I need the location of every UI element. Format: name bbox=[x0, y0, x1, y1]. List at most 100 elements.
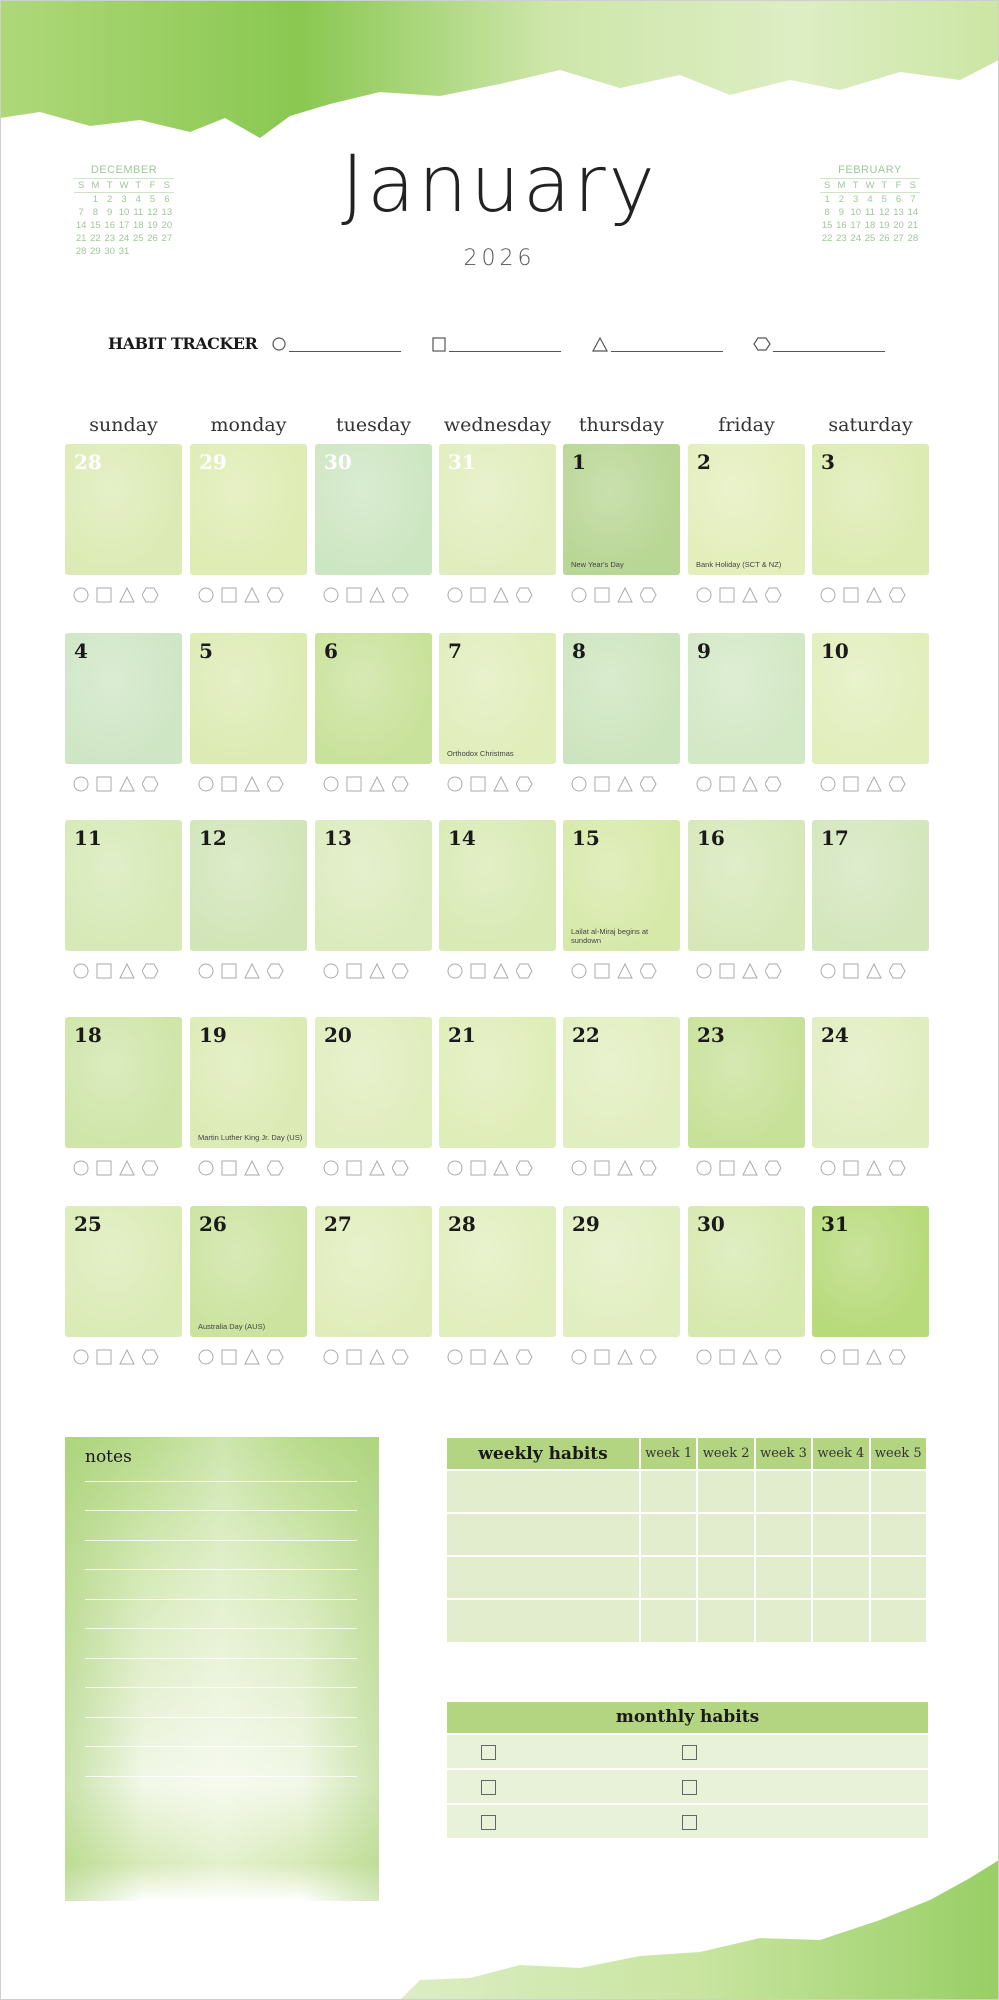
hexagon-icon[interactable] bbox=[142, 587, 159, 603]
week-check-cell[interactable] bbox=[869, 1512, 929, 1556]
square-icon[interactable] bbox=[470, 1160, 487, 1176]
circle-icon[interactable] bbox=[696, 963, 713, 979]
hexagon-icon[interactable] bbox=[267, 1349, 284, 1365]
habit-name-cell[interactable] bbox=[447, 1555, 641, 1599]
week-check-cell[interactable] bbox=[754, 1598, 814, 1642]
day-cell[interactable]: 11 bbox=[65, 820, 182, 951]
circle-icon[interactable] bbox=[571, 1160, 588, 1176]
day-cell[interactable]: 3 bbox=[812, 444, 929, 575]
square-icon[interactable] bbox=[594, 963, 611, 979]
habit-square-line[interactable] bbox=[449, 340, 562, 352]
circle-icon[interactable] bbox=[447, 587, 464, 603]
week-check-cell[interactable] bbox=[697, 1469, 756, 1513]
triangle-icon[interactable] bbox=[119, 1160, 136, 1176]
hexagon-icon[interactable] bbox=[267, 1160, 284, 1176]
habit-circle-entry[interactable] bbox=[271, 336, 402, 352]
habit-circle-line[interactable] bbox=[289, 340, 402, 352]
circle-icon[interactable] bbox=[696, 1349, 713, 1365]
triangle-icon[interactable] bbox=[119, 587, 136, 603]
week-check-cell[interactable] bbox=[869, 1555, 929, 1599]
week-check-cell[interactable] bbox=[812, 1469, 871, 1513]
circle-icon[interactable] bbox=[73, 1349, 90, 1365]
circle-icon[interactable] bbox=[73, 587, 90, 603]
square-icon[interactable] bbox=[346, 1160, 363, 1176]
day-cell[interactable]: 21 bbox=[439, 1017, 556, 1148]
square-icon[interactable] bbox=[843, 587, 860, 603]
square-icon[interactable] bbox=[346, 1349, 363, 1365]
square-icon[interactable] bbox=[96, 1160, 113, 1176]
day-cell[interactable]: 30 bbox=[688, 1206, 805, 1337]
hexagon-icon[interactable] bbox=[516, 776, 533, 792]
day-cell[interactable]: 8 bbox=[563, 633, 680, 764]
triangle-icon[interactable] bbox=[244, 587, 261, 603]
circle-icon[interactable] bbox=[447, 776, 464, 792]
circle-icon[interactable] bbox=[447, 1349, 464, 1365]
triangle-icon[interactable] bbox=[369, 963, 386, 979]
habit-name-cell[interactable] bbox=[447, 1469, 641, 1513]
circle-icon[interactable] bbox=[73, 1160, 90, 1176]
square-icon[interactable] bbox=[594, 587, 611, 603]
triangle-icon[interactable] bbox=[742, 1349, 759, 1365]
circle-icon[interactable] bbox=[323, 1160, 340, 1176]
day-cell[interactable]: 20 bbox=[315, 1017, 432, 1148]
day-cell[interactable]: 30 bbox=[315, 444, 432, 575]
day-cell[interactable]: 28 bbox=[65, 444, 182, 575]
day-cell[interactable]: 2 Bank Holiday (SCT & NZ) bbox=[688, 444, 805, 575]
hexagon-icon[interactable] bbox=[267, 963, 284, 979]
checkbox[interactable] bbox=[682, 1745, 697, 1760]
triangle-icon[interactable] bbox=[866, 587, 883, 603]
day-cell[interactable]: 31 bbox=[439, 444, 556, 575]
habit-hexagon-line[interactable] bbox=[773, 340, 886, 352]
square-icon[interactable] bbox=[843, 776, 860, 792]
square-icon[interactable] bbox=[346, 963, 363, 979]
square-icon[interactable] bbox=[470, 776, 487, 792]
day-cell[interactable]: 4 bbox=[65, 633, 182, 764]
circle-icon[interactable] bbox=[323, 587, 340, 603]
circle-icon[interactable] bbox=[571, 587, 588, 603]
triangle-icon[interactable] bbox=[369, 1160, 386, 1176]
triangle-icon[interactable] bbox=[244, 776, 261, 792]
triangle-icon[interactable] bbox=[617, 963, 634, 979]
triangle-icon[interactable] bbox=[742, 776, 759, 792]
square-icon[interactable] bbox=[594, 776, 611, 792]
square-icon[interactable] bbox=[346, 587, 363, 603]
square-icon[interactable] bbox=[719, 1160, 736, 1176]
habit-triangle-entry[interactable] bbox=[591, 336, 724, 352]
day-cell[interactable]: 19 Martin Luther King Jr. Day (US) bbox=[190, 1017, 307, 1148]
circle-icon[interactable] bbox=[198, 1349, 215, 1365]
day-cell[interactable]: 6 bbox=[315, 633, 432, 764]
hexagon-icon[interactable] bbox=[392, 587, 409, 603]
hexagon-icon[interactable] bbox=[516, 1160, 533, 1176]
circle-icon[interactable] bbox=[820, 587, 837, 603]
square-icon[interactable] bbox=[594, 1160, 611, 1176]
triangle-icon[interactable] bbox=[244, 1349, 261, 1365]
triangle-icon[interactable] bbox=[244, 963, 261, 979]
triangle-icon[interactable] bbox=[617, 1349, 634, 1365]
hexagon-icon[interactable] bbox=[640, 776, 657, 792]
triangle-icon[interactable] bbox=[866, 963, 883, 979]
square-icon[interactable] bbox=[719, 1349, 736, 1365]
hexagon-icon[interactable] bbox=[765, 1160, 782, 1176]
square-icon[interactable] bbox=[96, 963, 113, 979]
habit-name-cell[interactable] bbox=[447, 1512, 641, 1556]
hexagon-icon[interactable] bbox=[142, 776, 159, 792]
week-check-cell[interactable] bbox=[812, 1555, 871, 1599]
day-cell[interactable]: 28 bbox=[439, 1206, 556, 1337]
square-icon[interactable] bbox=[594, 1349, 611, 1365]
hexagon-icon[interactable] bbox=[392, 776, 409, 792]
week-check-cell[interactable] bbox=[812, 1598, 871, 1642]
circle-icon[interactable] bbox=[323, 1349, 340, 1365]
hexagon-icon[interactable] bbox=[889, 776, 906, 792]
triangle-icon[interactable] bbox=[493, 587, 510, 603]
circle-icon[interactable] bbox=[447, 963, 464, 979]
day-cell[interactable]: 13 bbox=[315, 820, 432, 951]
square-icon[interactable] bbox=[470, 963, 487, 979]
day-cell[interactable]: 10 bbox=[812, 633, 929, 764]
hexagon-icon[interactable] bbox=[142, 1349, 159, 1365]
triangle-icon[interactable] bbox=[617, 776, 634, 792]
triangle-icon[interactable] bbox=[866, 1160, 883, 1176]
hexagon-icon[interactable] bbox=[516, 963, 533, 979]
circle-icon[interactable] bbox=[73, 963, 90, 979]
day-cell[interactable]: 29 bbox=[190, 444, 307, 575]
triangle-icon[interactable] bbox=[369, 587, 386, 603]
